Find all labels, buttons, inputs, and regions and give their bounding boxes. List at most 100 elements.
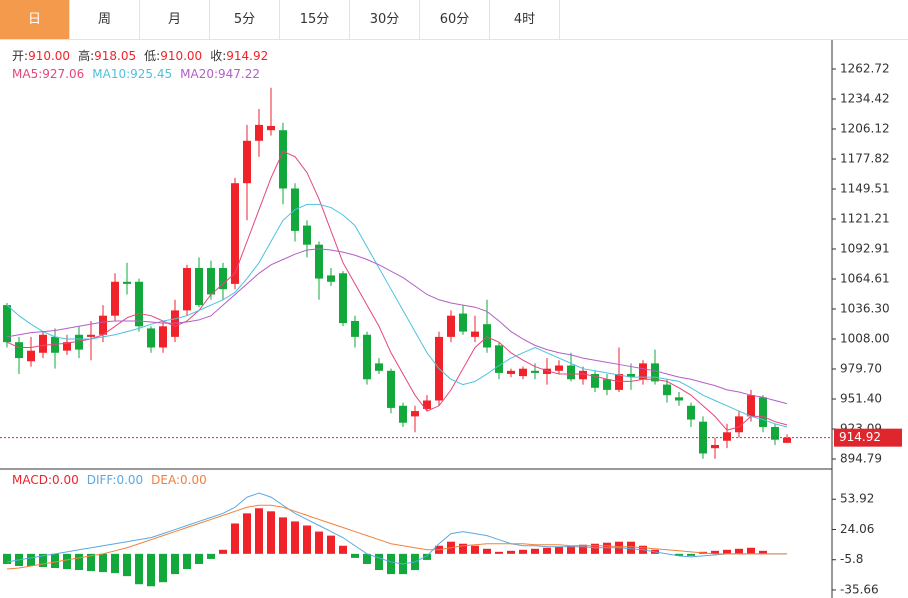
period-tab[interactable]: 30分 — [350, 0, 420, 39]
macd-bar — [723, 549, 731, 554]
candle-body — [735, 416, 743, 433]
macd-bar — [135, 553, 143, 585]
period-tab[interactable]: 60分 — [420, 0, 490, 39]
period-tabs: 日周月 5分 15分 30分 60分 4时 — [0, 0, 908, 40]
macd-bar — [231, 523, 239, 554]
macd-bar — [339, 545, 347, 554]
candle-body — [267, 125, 275, 131]
y-tick-label: 894.79 — [840, 452, 882, 466]
macd-bar — [315, 531, 323, 554]
header-sep: : — [156, 49, 160, 63]
y-tick-label: 1262.72 — [840, 62, 890, 76]
macd-bar — [111, 553, 119, 574]
macd-bar — [243, 513, 251, 554]
header-value: 0.00 — [180, 473, 207, 487]
ma-line — [6, 203, 788, 428]
macd-bar — [171, 553, 179, 575]
header-value: 925.45 — [130, 67, 172, 81]
header-label: 高 — [78, 48, 90, 63]
last-price-label: 914.92 — [839, 430, 881, 444]
period-tab[interactable]: 5分 — [210, 0, 280, 39]
candle-body — [207, 267, 215, 295]
y-tick-label: 1206.12 — [840, 122, 890, 136]
candle-body — [363, 334, 371, 380]
y-tick-label: 1036.30 — [840, 302, 890, 316]
candle-body — [447, 315, 455, 337]
candle-body — [375, 363, 383, 371]
macd-bar — [507, 550, 515, 554]
header-sep: : — [222, 49, 226, 63]
period-tab[interactable]: 日 — [0, 0, 70, 39]
macd-bar — [195, 553, 203, 564]
candle-body — [471, 331, 479, 337]
macd-bar — [351, 553, 359, 558]
candle-body — [483, 324, 491, 348]
period-tab[interactable]: 周 — [70, 0, 140, 39]
macd-bar — [363, 553, 371, 564]
y-tick-label: 1092.91 — [840, 242, 890, 256]
candle-body — [699, 421, 707, 454]
macd-bar — [483, 548, 491, 554]
macd-bar — [255, 508, 263, 554]
candle-body — [15, 342, 23, 359]
header-sep: : — [176, 473, 180, 487]
header-sep: : — [112, 473, 116, 487]
candle-body — [771, 426, 779, 440]
ma-legend: MA5:927.06 MA10:925.45 MA20:947.22 — [12, 67, 260, 81]
macd-bar — [303, 525, 311, 554]
candle-body — [123, 281, 131, 284]
candle-body — [147, 328, 155, 348]
candle-body — [339, 273, 347, 324]
macd-bar — [3, 553, 11, 564]
candle-body — [507, 370, 515, 374]
macd-bar — [279, 517, 287, 554]
period-tab[interactable]: 15分 — [280, 0, 350, 39]
candle-body — [675, 397, 683, 401]
macd-bar — [123, 553, 131, 577]
candle-body — [327, 275, 335, 282]
macd-bar — [603, 542, 611, 554]
y-tick-label: 1149.51 — [840, 182, 890, 196]
candle-body — [615, 373, 623, 390]
candle-body — [279, 130, 287, 189]
macd-bar — [591, 543, 599, 554]
header-sep: : — [48, 473, 52, 487]
macd-bar — [423, 553, 431, 560]
header-label: DEA — [151, 473, 177, 487]
candle-body — [387, 370, 395, 408]
header-value: 914.92 — [226, 49, 268, 63]
header-label: MA10 — [92, 67, 126, 81]
candle-body — [27, 350, 35, 362]
period-tab[interactable]: 4时 — [490, 0, 560, 39]
candle-body — [351, 320, 359, 337]
macd-bar — [387, 553, 395, 575]
candle-body — [183, 267, 191, 311]
candle-body — [579, 370, 587, 380]
candle-body — [243, 140, 251, 184]
macd-bar — [159, 553, 167, 583]
macd-bar — [87, 553, 95, 572]
header-value: 910.00 — [160, 49, 202, 63]
header-value: 0.00 — [116, 473, 143, 487]
candle-body — [495, 345, 503, 373]
candle-body — [411, 411, 419, 417]
candle-body — [591, 373, 599, 388]
candle-body — [303, 225, 311, 245]
macd-bar — [579, 544, 587, 554]
candle-body — [171, 310, 179, 337]
candle-body — [723, 432, 731, 441]
candle-body — [783, 437, 791, 443]
candle-body — [3, 305, 11, 343]
ma-line — [6, 150, 788, 431]
macd-bar — [711, 550, 719, 554]
ma-line — [6, 248, 788, 405]
macd-bar — [471, 545, 479, 554]
period-tab[interactable]: 月 — [140, 0, 210, 39]
header-label: 低 — [144, 49, 156, 63]
macd-bar — [207, 553, 215, 559]
candle-body — [231, 183, 239, 284]
header-value: 918.05 — [94, 49, 136, 63]
macd-bar — [63, 553, 71, 570]
macd-bar — [183, 553, 191, 570]
